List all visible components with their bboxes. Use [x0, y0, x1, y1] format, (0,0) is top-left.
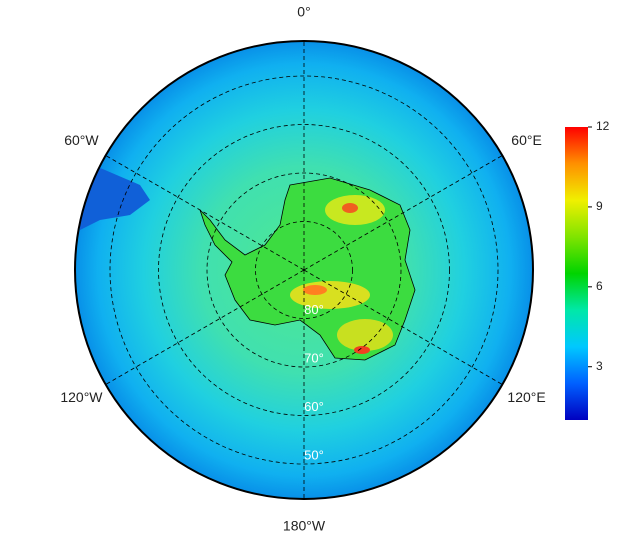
latitude-label: 80° [304, 302, 324, 317]
meridian-label: 120°E [507, 389, 545, 405]
plateau [342, 203, 358, 213]
latitude-label: 50° [304, 447, 324, 462]
latitude-label: 70° [304, 350, 324, 365]
graticule: 0° 60°E 120°E 180°W 120°W 60°W 80° 70° 60° 50° [60, 4, 545, 534]
colorbar [565, 127, 588, 420]
map-border [74, 40, 534, 500]
meridian-label: 60°W [64, 132, 99, 148]
meridian [303, 155, 503, 271]
meridian [105, 269, 305, 385]
colorbar-tick-label: 6 [596, 279, 603, 293]
meridian-label: 120°W [60, 389, 103, 405]
plateau [337, 319, 393, 351]
latitude-circle [255, 221, 353, 319]
meridian [105, 155, 305, 271]
meridian-label: 180°W [283, 518, 326, 534]
latitude-label: 60° [304, 399, 324, 414]
meridian [303, 269, 503, 385]
colorbar-tick-label: 3 [596, 359, 603, 373]
colorbar-tick-label: 9 [596, 199, 603, 213]
plateau [354, 346, 370, 354]
south-america [80, 160, 150, 230]
meridian-label: 60°E [511, 132, 542, 148]
plateau [303, 285, 327, 295]
latitude-circle [206, 172, 402, 368]
colorbar-tick-label: 12 [596, 119, 610, 133]
latitude-circle [109, 75, 499, 465]
latitude-circle [158, 124, 450, 416]
meridian-label: 0° [297, 4, 310, 20]
